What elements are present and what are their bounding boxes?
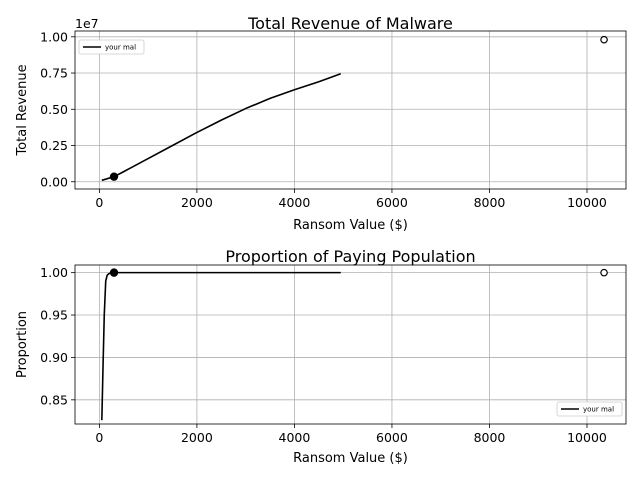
y-axis-label: Total Revenue (15, 64, 30, 156)
chart-title: Total Revenue of Malware (247, 14, 453, 33)
y-tick-label: 0.25 (40, 138, 68, 153)
y-tick-label: 0.95 (40, 308, 68, 323)
x-axis-label: Ransom Value ($) (293, 218, 408, 233)
y-tick-label: 0.00 (40, 174, 68, 189)
y-tick-label: 1.00 (40, 29, 68, 44)
x-tick-label: 8000 (474, 430, 506, 445)
reference-point-marker (600, 35, 608, 44)
chart-title: Proportion of Paying Population (225, 247, 475, 266)
x-tick-label: 6000 (376, 430, 408, 445)
y-tick-label: 1.00 (40, 265, 68, 280)
x-tick-label: 4000 (279, 430, 311, 445)
x-tick-label: 6000 (376, 195, 408, 210)
x-tick-label: 2000 (181, 430, 213, 445)
y-axis-label: Proportion (15, 311, 30, 378)
x-tick-label: 0 (95, 195, 103, 210)
y-tick-label: 0.50 (40, 102, 68, 117)
x-tick-label: 0 (95, 430, 103, 445)
x-tick-label: 8000 (474, 195, 506, 210)
series-line (101, 73, 342, 182)
current-point-marker (109, 268, 119, 277)
legend-label: your mal (105, 44, 136, 52)
x-tick-label: 4000 (279, 195, 311, 210)
y-tick-label: 0.75 (40, 66, 68, 81)
y-tick-label: 0.90 (40, 350, 68, 365)
plot-frame (74, 30, 627, 190)
series-line (101, 271, 341, 421)
plot-frame (74, 264, 627, 425)
y-tick-label: 0.85 (40, 392, 68, 407)
x-tick-label: 2000 (181, 195, 213, 210)
reference-point-marker (600, 268, 608, 277)
legend-label: your mal (583, 406, 614, 414)
x-axis-label: Ransom Value ($) (293, 451, 408, 466)
legend-box (78, 39, 145, 55)
current-point-marker (109, 172, 119, 181)
x-tick-label: 10000 (567, 430, 607, 445)
legend-box (556, 401, 623, 417)
x-tick-label: 10000 (567, 195, 607, 210)
y-offset-label: 1e7 (75, 16, 99, 31)
